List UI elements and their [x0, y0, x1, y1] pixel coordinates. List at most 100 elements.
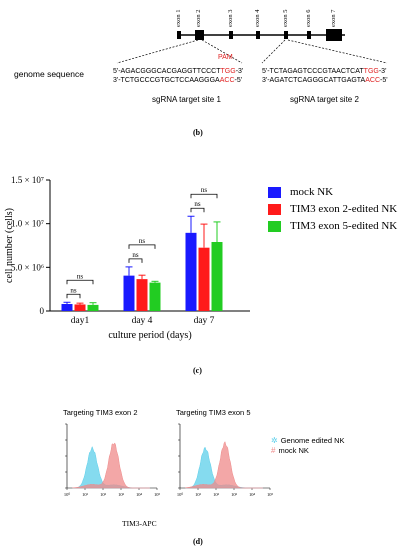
site1-top-pam: TGG: [220, 68, 236, 75]
site1-guide-left: [116, 39, 199, 64]
site2-bottom-end: -5': [380, 77, 388, 84]
hist-legend-mock-marker: #: [271, 445, 276, 455]
significance-label: ns: [139, 237, 146, 245]
hist-legend-edited-label: Genome edited NK: [280, 435, 345, 445]
hist-x-tick-label: 10⁵: [154, 492, 161, 497]
exon-label-5: exon 5: [282, 9, 289, 27]
y-tick-label: 0: [40, 306, 45, 316]
hist-area-mock: [185, 441, 263, 489]
bar-tim3-exon-2-edited-nk: [136, 279, 148, 311]
panel-label-c: (c): [193, 366, 202, 375]
hist-x-tick-label: 10⁵: [267, 492, 274, 497]
site1-bottom-main: 3'-TCTGCCCGTGCTCCAAGGGA: [113, 77, 220, 84]
significance-label: ns: [201, 186, 208, 194]
exon-4-box: [256, 31, 260, 39]
exon-2-box: [195, 30, 204, 40]
legend-label-mock: mock NK: [290, 186, 334, 198]
exon-3-box: [229, 31, 233, 39]
exon-label-3: exon 3: [227, 9, 234, 27]
hist-legend-edited: ✲ Genome edited NK: [271, 435, 345, 445]
site2-top-pam: TGG: [363, 68, 379, 75]
site1-sequence-bottom: 3'-TCTGCCCGTGCTCCAAGGGAACC-5': [113, 77, 242, 85]
hist-area-mock: [72, 442, 150, 489]
x-axis-label: culture period (days): [108, 330, 191, 341]
bar-mock-nk: [185, 232, 197, 311]
legend-item-mock: mock NK: [268, 185, 397, 199]
site1-caption: sgRNA target site 1: [152, 95, 221, 104]
site2-sequence-bottom: 3'-AGATCTCAGGGCATTGAGTAACC-5': [262, 77, 388, 85]
bar-tim3-exon-2-edited-nk: [74, 304, 86, 311]
significance-bracket: [128, 244, 156, 249]
hist-x-tick-label: 10⁰: [64, 492, 71, 497]
exon-label-1: exon 1: [175, 9, 182, 27]
bar-chart-legend: mock NK TIM3 exon 2-edited NK TIM3 exon …: [268, 185, 397, 233]
hist-x-tick-label: 10⁴: [249, 492, 256, 497]
site2-bottom-pam: ACC: [365, 77, 381, 84]
legend-swatch-mock: [268, 186, 281, 198]
bar-tim3-exon-2-edited-nk: [198, 247, 210, 311]
exon-label-6: exon 6: [305, 9, 312, 27]
panel-label-d: (d): [193, 537, 203, 546]
hist-x-tick-label: 10¹: [195, 492, 202, 497]
legend-item-exon2: TIM3 exon 2-edited NK: [268, 202, 397, 216]
exon-label-4: exon 4: [254, 9, 261, 27]
x-tick-label: day1: [71, 316, 90, 326]
significance-bracket: [128, 258, 143, 263]
histogram-1-title: Targeting TIM3 exon 2: [63, 408, 138, 417]
significance-label: ns: [77, 272, 84, 280]
site2-guide-right: [287, 39, 388, 64]
hist-x-tick-label: 10⁴: [136, 492, 143, 497]
site2-bottom-main: 3'-AGATCTCAGGGCATTGAGTA: [262, 77, 366, 84]
exon-label-7: exon 7: [330, 9, 337, 27]
exon-1-box: [177, 31, 181, 39]
significance-label: ns: [70, 286, 77, 294]
cell-number-bar-chart: 0 5.0 × 10⁶ 1.0 × 10⁷ 1.5 × 10⁷ cell number …: [4, 175, 250, 341]
hist-legend-mock-label: mock NK: [278, 445, 309, 455]
bar-tim3-exon-5-edited-nk: [211, 242, 223, 311]
exon-7-box: [326, 29, 342, 41]
pam-label: PAM: [218, 54, 233, 61]
y-tick-label: 1.0 × 10⁷: [11, 219, 44, 229]
histogram-exon2: 10⁰ 10¹ 10² 10³ 10⁴ 10⁵: [64, 423, 161, 497]
hist-x-tick-label: 10⁰: [177, 492, 184, 497]
site1-top-main: 5'-AGACGGGCACGAGGTTCCCT: [113, 68, 221, 75]
legend-item-exon5: TIM3 exon 5-edited NK: [268, 219, 397, 233]
significance-label: ns: [132, 251, 139, 259]
hist-x-tick-label: 10¹: [82, 492, 89, 497]
exon-6-box: [307, 31, 311, 39]
histogram-legend: ✲ Genome edited NK # mock NK: [271, 435, 345, 455]
exon-5-box: [284, 31, 288, 39]
site1-guide-right: [201, 39, 243, 64]
y-tick-label: 5.0 × 10⁶: [11, 262, 44, 272]
site1-bottom-end: -5': [234, 77, 243, 84]
site1-sequence-top: 5'-AGACGGGCACGAGGTTCCCTTGG-3': [113, 68, 243, 76]
histogram-exon5: 10⁰ 10¹ 10² 10³ 10⁴ 10⁵: [177, 423, 274, 497]
site1-bottom-pam: ACC: [219, 77, 235, 84]
significance-bracket: [66, 279, 94, 285]
site2-top-main: 5'-TCTAGAGTCCCGTAACTCAT: [262, 68, 364, 75]
hist-legend-mock: # mock NK: [271, 445, 345, 455]
y-tick-label: 1.5 × 10⁷: [11, 175, 44, 185]
gene-map-diagram: exon 1 exon 2 exon 3 exon 4 exon 5 exon 6 exon…: [116, 9, 388, 64]
site2-sequence-top: 5'-TCTAGAGTCCCGTAACTCATTGG-3': [262, 68, 386, 76]
site1-top-end: -3': [235, 68, 244, 75]
histogram-xlabel: TIM3-APC: [122, 519, 157, 528]
x-tick-label: day 7: [194, 316, 215, 326]
hist-x-tick-label: 10²: [100, 492, 107, 497]
panel-label-b: (b): [193, 128, 203, 137]
hist-x-tick-label: 10³: [231, 492, 238, 497]
legend-swatch-exon2: [268, 203, 281, 215]
significance-bracket: [66, 293, 81, 299]
legend-label-exon2: TIM3 exon 2-edited NK: [290, 203, 398, 215]
bar-tim3-exon-5-edited-nk: [149, 282, 161, 311]
significance-label: ns: [194, 200, 201, 208]
hist-legend-edited-marker: ✲: [271, 435, 278, 445]
bar-mock-nk: [61, 304, 73, 311]
genome-sequence-label: genome sequence: [14, 69, 84, 79]
exon-label-2: exon 2: [195, 9, 202, 27]
y-axis-label: cell number (cells): [4, 208, 15, 283]
legend-label-exon5: TIM3 exon 5-edited NK: [290, 220, 398, 232]
legend-swatch-exon5: [268, 220, 281, 232]
site2-guide-left: [261, 39, 286, 64]
site2-caption: sgRNA target site 2: [290, 95, 359, 104]
